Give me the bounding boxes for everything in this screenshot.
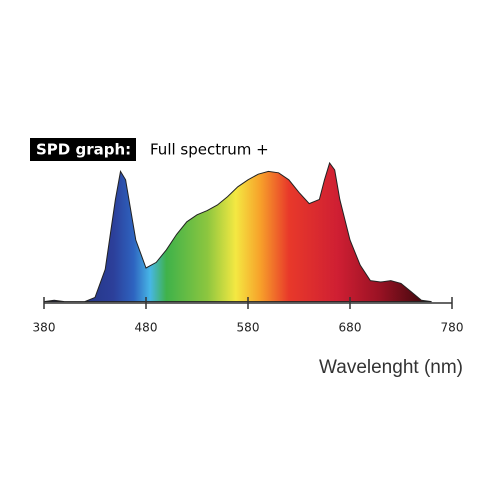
x-tick-label: 580 xyxy=(237,321,260,335)
spectrum-area xyxy=(43,161,432,303)
title-box xyxy=(30,138,136,161)
x-tick-label: 680 xyxy=(339,321,362,335)
x-tick-label: 480 xyxy=(135,321,158,335)
chart-title: SPD graph: xyxy=(36,141,131,159)
chart-subtitle: Full spectrum + xyxy=(150,141,269,159)
x-tick-label: 380 xyxy=(33,321,56,335)
x-axis-label: Wavelenght (nm) xyxy=(319,357,463,378)
x-tick-label: 780 xyxy=(441,321,464,335)
